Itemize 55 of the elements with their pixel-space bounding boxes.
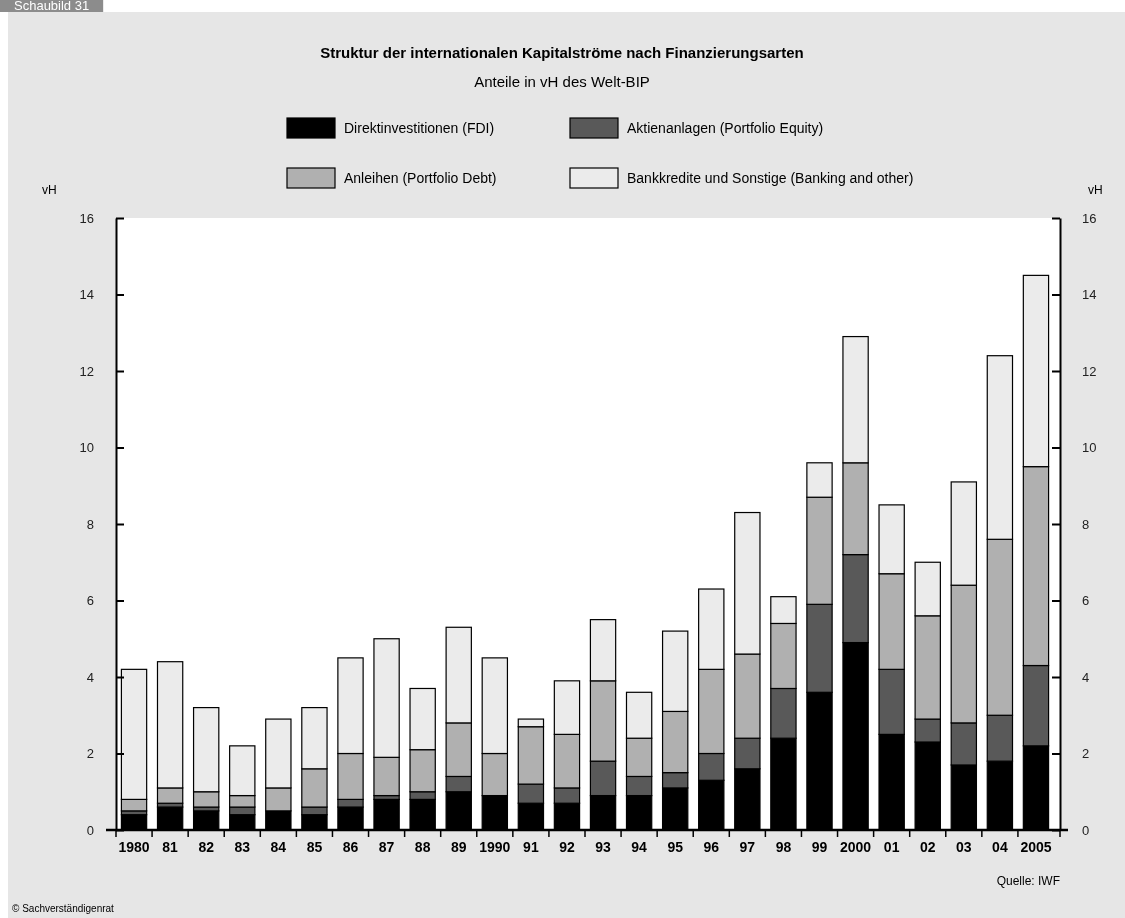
x-tick-label: 94 <box>631 839 648 855</box>
legend-label: Aktienanlagen (Portfolio Equity) <box>627 120 824 136</box>
y2-tick-label: 0 <box>1082 822 1090 838</box>
y-tick-label: 6 <box>86 593 94 609</box>
x-tick-label: 83 <box>234 839 251 855</box>
x-tick-label: 2000 <box>840 839 872 855</box>
x-tick-label: 01 <box>883 839 900 855</box>
x-tick-label: 86 <box>342 839 359 855</box>
x-tick-label: 92 <box>559 839 575 855</box>
x-tick-label: 82 <box>198 839 215 855</box>
y2-tick-label: 4 <box>1082 669 1090 685</box>
y-tick-label: 14 <box>79 287 94 303</box>
x-tick-label: 95 <box>667 839 684 855</box>
legend-label: Bankkredite und Sonstige (Banking and other) <box>627 170 914 186</box>
y-tick-label: 10 <box>79 440 94 456</box>
x-tick-label: 1980 <box>118 839 150 855</box>
x-tick-label: 98 <box>775 839 792 855</box>
x-tick-label: 03 <box>956 839 972 855</box>
x-tick-label: 91 <box>523 839 539 855</box>
y2-axis-title: vH <box>1088 183 1103 197</box>
x-tick-label: 99 <box>811 839 828 855</box>
x-tick-label: 96 <box>703 839 720 855</box>
y-axis-title: vH <box>42 183 57 197</box>
y2-tick-label: 16 <box>1082 210 1097 226</box>
y2-tick-label: 8 <box>1082 516 1090 532</box>
y-tick-label: 4 <box>86 669 94 685</box>
y2-tick-label: 6 <box>1082 593 1090 609</box>
chart-title: Struktur der internationalen Kapitalströme nach Finanzierungsarten <box>320 44 804 61</box>
y-tick-label: 8 <box>86 516 94 532</box>
y2-tick-label: 12 <box>1082 363 1097 379</box>
text: © Sachverständigenrat <box>12 903 115 914</box>
x-tick-label: 2005 <box>1020 839 1052 855</box>
x-tick-label: 88 <box>414 839 431 855</box>
x-tick-label: 87 <box>378 839 395 855</box>
y-tick-label: 0 <box>86 822 94 838</box>
y-tick-label: 2 <box>86 746 94 762</box>
legend-label: Anleihen (Portfolio Debt) <box>344 170 497 186</box>
x-tick-label: 84 <box>270 839 287 855</box>
x-tick-label: 89 <box>450 839 467 855</box>
y2-tick-label: 2 <box>1082 746 1090 762</box>
x-tick-label: 97 <box>739 839 756 855</box>
x-tick-label: 02 <box>919 839 936 855</box>
x-tick-label: 04 <box>992 839 1008 855</box>
y2-tick-label: 14 <box>1082 287 1097 303</box>
y-tick-label: 16 <box>79 210 94 226</box>
source-note: Quelle: IWF <box>996 874 1060 888</box>
x-tick-label: 93 <box>595 839 612 855</box>
legend-label: Direktinvestitionen (FDI) <box>344 120 495 136</box>
x-tick-label: 1990 <box>479 839 511 855</box>
x-tick-label: 81 <box>162 839 179 855</box>
y2-tick-label: 10 <box>1082 440 1097 456</box>
text: Schaubild 31 <box>14 0 90 13</box>
x-tick-label: 85 <box>306 839 323 855</box>
chart-subtitle: Anteile in vH des Welt-BIP <box>474 73 650 90</box>
y-tick-label: 12 <box>79 363 94 379</box>
